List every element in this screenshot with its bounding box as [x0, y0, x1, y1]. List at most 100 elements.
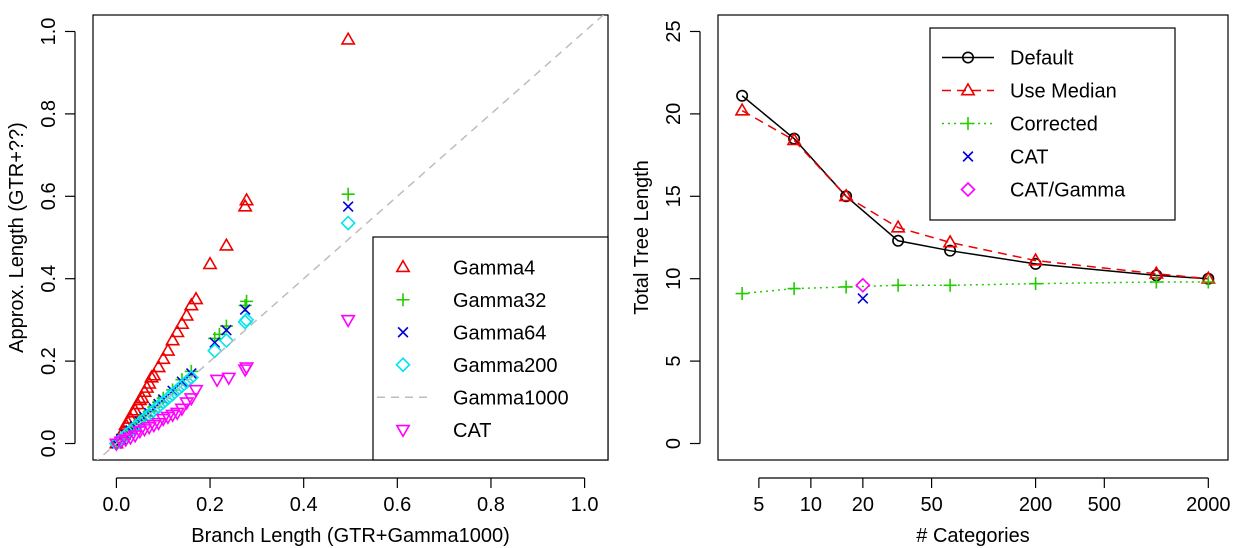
point-gamma4: [340, 31, 356, 45]
x-axis-title: Branch Length (GTR+Gamma1000): [191, 525, 510, 547]
point-gamma4: [218, 237, 234, 251]
point-gamma4: [122, 410, 139, 424]
point-cat: [239, 362, 255, 376]
series-line-gamma1000: [96, 15, 605, 460]
point-gamma64: [209, 337, 221, 349]
plot-frame: [717, 14, 1229, 461]
y-axis-title: Total Tree Length: [631, 160, 653, 315]
plot-area: [96, 15, 605, 460]
point-cat: [340, 314, 356, 329]
point-gamma4: [165, 332, 181, 346]
point-gamma4: [143, 369, 160, 383]
point-gamma200: [146, 402, 162, 419]
point-gamma200: [164, 386, 181, 402]
legend-marker-cat: [962, 151, 974, 162]
y-tick-label: 0.8: [38, 100, 60, 128]
y-tick-label: 20: [663, 103, 685, 125]
point-corrected: [891, 278, 905, 292]
point-gamma4: [174, 315, 190, 330]
y-axis-title: Approx. Length (GTR+??): [6, 122, 28, 353]
point-use-median: [942, 234, 958, 248]
y-tick-label: 0.2: [38, 347, 60, 375]
point-gamma4: [237, 198, 253, 212]
x-tick-label: 2000: [1186, 494, 1231, 516]
point-gamma4: [188, 291, 204, 305]
point-corrected: [787, 282, 801, 296]
left-scatter-panel: 0.0 0.2 0.4 0.6 0.8 1.0 Branch Length (GTR+Gam…: [6, 14, 609, 547]
legend-label-default: Default: [1010, 48, 1074, 70]
x-tick-label: 0.0: [103, 494, 131, 516]
legend-marker-corrected: [961, 117, 975, 130]
point-gamma4: [239, 192, 255, 206]
point-gamma200: [132, 415, 148, 431]
point-use-median: [890, 219, 906, 233]
point-cat: [174, 403, 190, 417]
point-gamma4: [127, 402, 143, 416]
point-gamma4: [141, 375, 157, 389]
point-corrected: [1149, 275, 1163, 289]
point-gamma200: [183, 369, 199, 386]
point-corrected: [1201, 275, 1215, 289]
point-use-median: [786, 132, 802, 146]
point-corrected: [839, 280, 853, 294]
point-use-median: [734, 102, 750, 116]
point-corrected: [943, 278, 957, 292]
point-gamma200: [169, 382, 185, 398]
legend-marker-cat-gamma: [960, 181, 976, 198]
y-tick-label: 0.0: [38, 430, 60, 458]
legend-label-gamma4: Gamma4: [453, 257, 535, 279]
point-cat: [857, 293, 869, 304]
right-line-panel: 5 10 20 50 200 500 2000 # Categories 0 5 10 15 20 25 T…: [631, 14, 1231, 547]
point-gamma200: [160, 390, 176, 406]
point-gamma32: [240, 294, 254, 308]
y-tick-label: 0.6: [38, 182, 60, 210]
point-cat-gamma: [855, 277, 871, 293]
x-tick-label: 0.8: [477, 494, 505, 516]
x-tick-label: 500: [1088, 494, 1121, 516]
y-tick-label: 10: [663, 268, 685, 290]
legend-marker-use-median: [960, 82, 976, 96]
point-gamma4: [160, 342, 176, 356]
legend-marker-default: [961, 51, 974, 64]
legend-label-cat-gamma: CAT/Gamma: [1010, 180, 1126, 202]
point-gamma64: [220, 324, 232, 336]
point-default: [892, 234, 905, 247]
point-gamma4: [132, 392, 148, 406]
x-tick-label: 50: [920, 494, 942, 516]
point-cat: [209, 374, 225, 388]
legend: Default Use Median Corrected CAT CAT/Gamma: [929, 27, 1176, 221]
legend-label-gamma1000: Gamma1000: [453, 387, 569, 409]
legend: Gamma4 Gamma32 Gamma64 Gamma200 Gamma1000 CAT: [372, 236, 609, 461]
legend-label-gamma200: Gamma200: [453, 355, 558, 377]
point-cat: [188, 384, 204, 399]
y-tick-label: 0.4: [38, 265, 60, 293]
point-cat: [183, 393, 199, 407]
point-cat: [221, 372, 237, 386]
point-gamma4: [169, 324, 185, 338]
legend-marker-gamma64: [397, 326, 409, 338]
y-tick-label: 0: [663, 438, 685, 449]
legend-marker-gamma4: [395, 259, 411, 273]
y-tick-label: 1.0: [38, 18, 60, 46]
x-tick-label: 0.4: [290, 494, 318, 516]
x-tick-label: 5: [753, 494, 764, 516]
legend-box: [372, 236, 609, 461]
x-tick-label: 1.0: [571, 494, 599, 516]
point-use-median: [1028, 252, 1044, 266]
point-corrected: [1029, 277, 1043, 291]
point-gamma200: [174, 378, 190, 394]
point-gamma4: [146, 367, 162, 381]
point-default: [736, 89, 749, 102]
point-gamma200: [340, 215, 356, 231]
point-gamma64: [342, 201, 354, 213]
point-default: [944, 244, 957, 257]
x-tick-label: 0.6: [383, 494, 411, 516]
legend-label-cat: CAT: [453, 420, 492, 442]
point-gamma200: [238, 312, 255, 328]
point-gamma4: [134, 390, 150, 404]
plot-area: [734, 89, 1216, 304]
y-tick-label: 5: [663, 356, 685, 367]
point-gamma4: [150, 359, 167, 373]
point-use-median: [838, 188, 854, 202]
